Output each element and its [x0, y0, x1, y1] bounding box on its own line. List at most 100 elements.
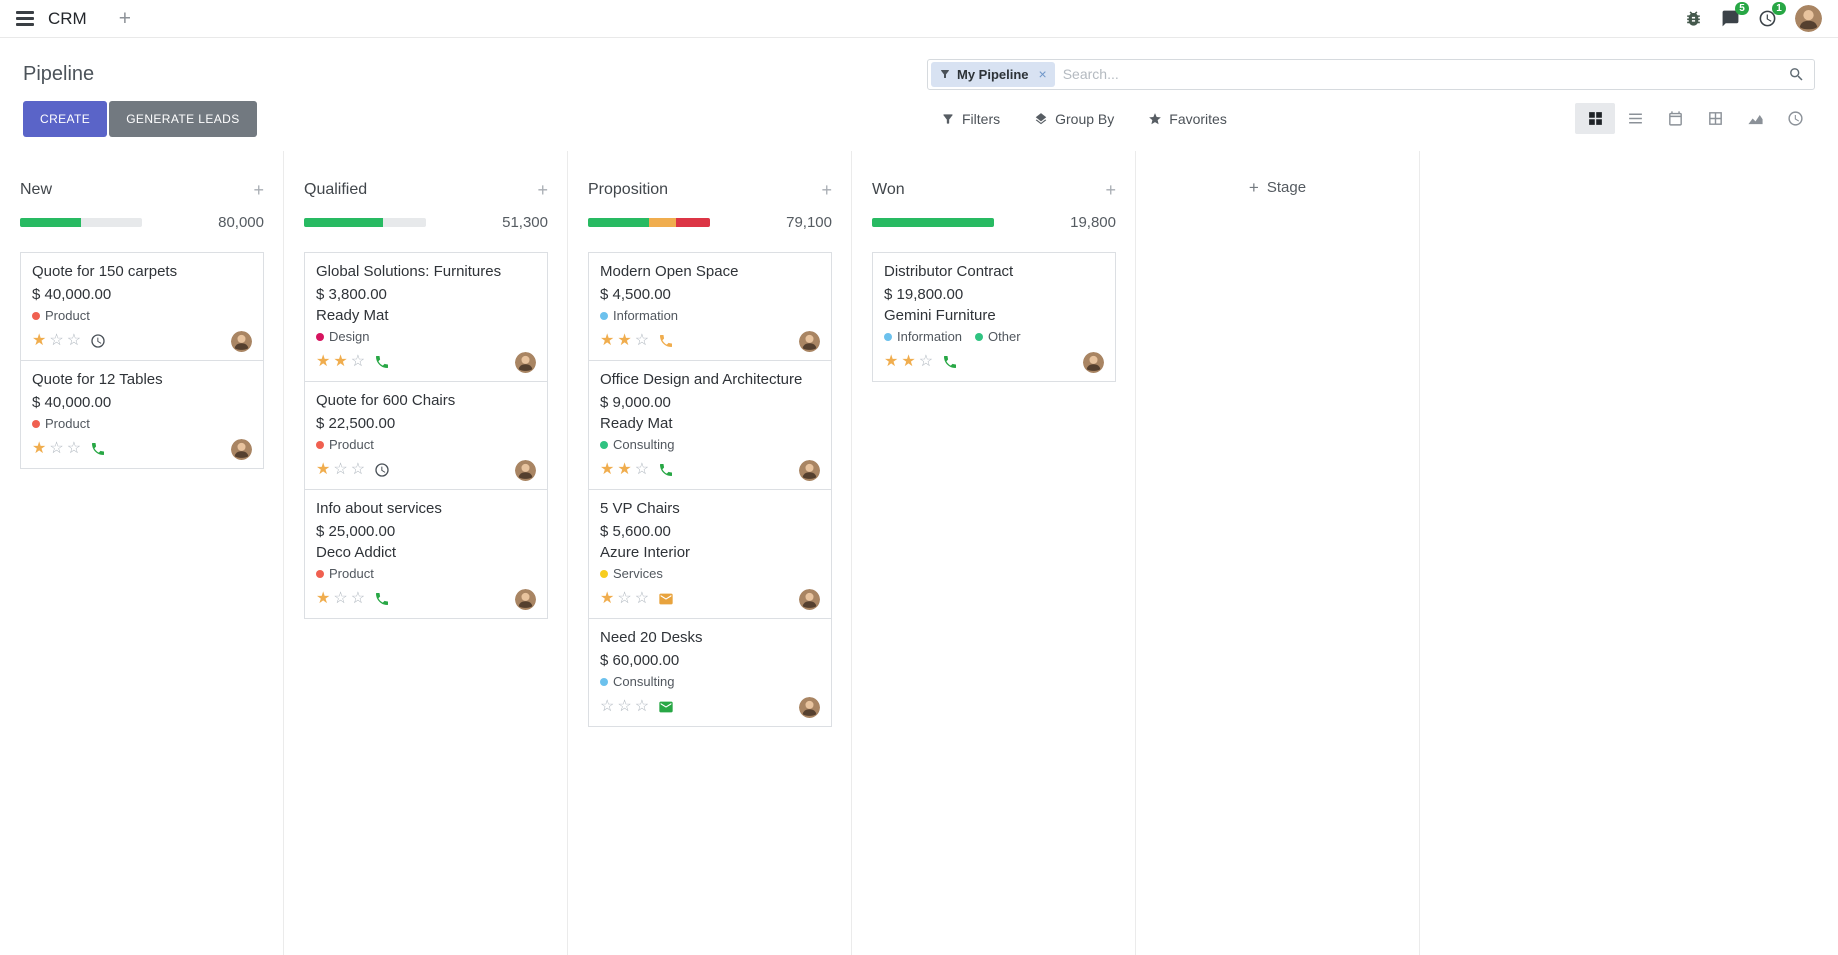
star-empty-icon[interactable]: ☆: [634, 461, 650, 478]
search-facet[interactable]: My Pipeline ×: [931, 61, 1055, 87]
star-filled-icon[interactable]: ★: [316, 461, 331, 478]
apps-menu-icon[interactable]: [16, 11, 34, 26]
kanban-card[interactable]: Quote for 600 Chairs $ 22,500.00 Product…: [304, 381, 548, 490]
avatar[interactable]: [799, 460, 820, 481]
view-switch-list-button[interactable]: [1615, 103, 1655, 134]
view-switch-kanban-button[interactable]: [1575, 103, 1615, 134]
kanban-card[interactable]: Modern Open Space $ 4,500.00 Information…: [588, 252, 832, 361]
avatar[interactable]: [799, 589, 820, 610]
star-filled-icon[interactable]: ★: [600, 332, 615, 349]
add-stage-button[interactable]: + Stage: [1249, 179, 1306, 196]
phone-activity-icon[interactable]: [942, 354, 958, 370]
star-filled-icon[interactable]: ★: [884, 353, 899, 370]
kanban-card[interactable]: Distributor Contract $ 19,800.00 Gemini …: [872, 252, 1116, 382]
clock-activity-icon[interactable]: [90, 333, 106, 349]
star-empty-icon[interactable]: ☆: [49, 332, 64, 349]
filters-menu-button[interactable]: Filters: [941, 111, 1000, 127]
star-empty-icon[interactable]: ☆: [350, 353, 366, 370]
kanban-card[interactable]: Info about services $ 25,000.00 Deco Add…: [304, 489, 548, 619]
phone-activity-icon[interactable]: [658, 333, 674, 349]
avatar[interactable]: [799, 331, 820, 352]
phone-activity-icon[interactable]: [90, 441, 106, 457]
kanban-card[interactable]: Office Design and Architecture $ 9,000.0…: [588, 360, 832, 490]
kanban-card[interactable]: Quote for 12 Tables $ 40,000.00 Product …: [20, 360, 264, 469]
stage-progressbar[interactable]: [872, 218, 994, 227]
phone-activity-icon[interactable]: [374, 591, 390, 607]
phone-activity-icon[interactable]: [658, 462, 674, 478]
stage-name[interactable]: New: [20, 181, 53, 198]
star-filled-icon[interactable]: ★: [600, 590, 615, 607]
star-filled-icon[interactable]: ★: [32, 440, 47, 457]
quick-create-plus-icon[interactable]: +: [253, 180, 264, 200]
search-icon[interactable]: [1788, 66, 1805, 83]
favorites-menu-button[interactable]: Favorites: [1148, 111, 1227, 127]
star-filled-icon[interactable]: ★: [32, 332, 47, 349]
search-bar[interactable]: My Pipeline ×: [927, 58, 1815, 90]
facet-remove-icon[interactable]: ×: [1038, 66, 1047, 82]
phone-activity-icon[interactable]: [374, 354, 390, 370]
star-empty-icon[interactable]: ☆: [333, 461, 348, 478]
avatar[interactable]: [231, 331, 252, 352]
search-input[interactable]: [1062, 66, 1788, 82]
create-button[interactable]: CREATE: [23, 100, 108, 137]
generate-leads-button[interactable]: GENERATE LEADS: [109, 100, 257, 137]
group-by-menu-button[interactable]: Group By: [1034, 111, 1114, 127]
progress-segment[interactable]: [649, 218, 676, 227]
stage-progressbar[interactable]: [304, 218, 426, 227]
progress-segment[interactable]: [588, 218, 649, 227]
quick-create-plus-icon[interactable]: +: [1105, 180, 1116, 200]
progress-segment[interactable]: [304, 218, 384, 227]
star-empty-icon[interactable]: ☆: [634, 698, 650, 715]
kanban-card[interactable]: Need 20 Desks $ 60,000.00 Consulting ☆ ☆ ☆: [588, 618, 832, 727]
star-empty-icon[interactable]: ☆: [350, 461, 366, 478]
kanban-card[interactable]: Global Solutions: Furnitures $ 3,800.00 …: [304, 252, 548, 382]
star-empty-icon[interactable]: ☆: [333, 590, 348, 607]
star-filled-icon[interactable]: ★: [333, 353, 348, 370]
star-empty-icon[interactable]: ☆: [634, 590, 650, 607]
stage-progressbar[interactable]: [588, 218, 710, 227]
view-switch-activity-button[interactable]: [1775, 103, 1815, 134]
star-filled-icon[interactable]: ★: [316, 590, 331, 607]
view-switch-pivot-button[interactable]: [1695, 103, 1735, 134]
star-filled-icon[interactable]: ★: [617, 332, 632, 349]
star-empty-icon[interactable]: ☆: [617, 698, 632, 715]
quick-create-plus-icon[interactable]: +: [537, 180, 548, 200]
progress-segment[interactable]: [20, 218, 81, 227]
kanban-card[interactable]: Quote for 150 carpets $ 40,000.00 Produc…: [20, 252, 264, 361]
star-filled-icon[interactable]: ★: [316, 353, 331, 370]
star-empty-icon[interactable]: ☆: [49, 440, 64, 457]
app-name[interactable]: CRM: [48, 8, 87, 28]
plus-icon[interactable]: +: [118, 7, 131, 30]
star-empty-icon[interactable]: ☆: [66, 440, 82, 457]
progress-segment[interactable]: [872, 218, 994, 227]
avatar[interactable]: [515, 460, 536, 481]
star-empty-icon[interactable]: ☆: [918, 353, 934, 370]
view-switch-calendar-button[interactable]: [1655, 103, 1695, 134]
kanban-card[interactable]: 5 VP Chairs $ 5,600.00 Azure Interior Se…: [588, 489, 832, 619]
clock-activity-icon[interactable]: [374, 462, 390, 478]
star-empty-icon[interactable]: ☆: [350, 590, 366, 607]
star-empty-icon[interactable]: ☆: [600, 698, 615, 715]
stage-progressbar[interactable]: [20, 218, 142, 227]
view-switch-graph-button[interactable]: [1735, 103, 1775, 134]
avatar[interactable]: [515, 589, 536, 610]
progress-segment[interactable]: [675, 218, 710, 227]
debug-bug-icon[interactable]: [1684, 9, 1703, 28]
stage-name[interactable]: Won: [872, 181, 905, 198]
star-filled-icon[interactable]: ★: [901, 353, 916, 370]
envelope-activity-icon[interactable]: [658, 699, 674, 715]
stage-name[interactable]: Qualified: [304, 181, 368, 198]
avatar[interactable]: [799, 697, 820, 718]
quick-create-plus-icon[interactable]: +: [821, 180, 832, 200]
star-filled-icon[interactable]: ★: [600, 461, 615, 478]
star-empty-icon[interactable]: ☆: [66, 332, 82, 349]
stage-name[interactable]: Proposition: [588, 181, 669, 198]
activities-clock-icon[interactable]: 1: [1758, 2, 1786, 28]
star-filled-icon[interactable]: ★: [617, 461, 632, 478]
avatar[interactable]: [1083, 352, 1104, 373]
star-empty-icon[interactable]: ☆: [617, 590, 632, 607]
star-empty-icon[interactable]: ☆: [634, 332, 650, 349]
avatar[interactable]: [231, 439, 252, 460]
envelope-activity-icon[interactable]: [658, 591, 674, 607]
user-avatar[interactable]: [1795, 5, 1822, 32]
